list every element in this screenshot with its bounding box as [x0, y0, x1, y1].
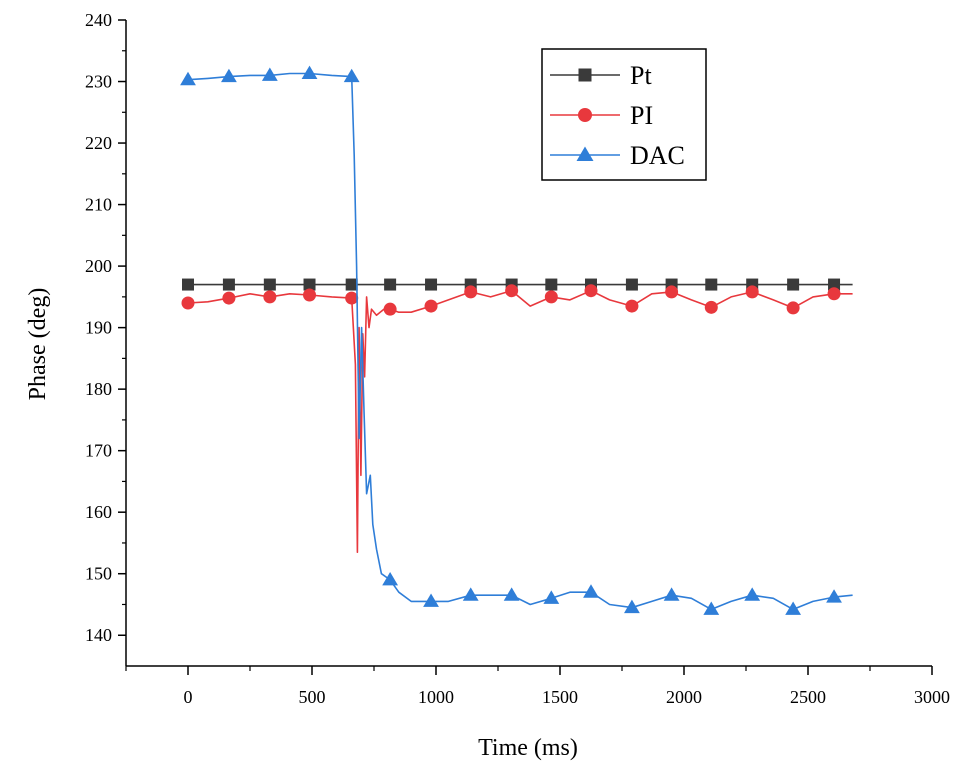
legend-label: PI	[630, 101, 653, 130]
data-point	[745, 285, 759, 299]
data-point	[301, 65, 318, 80]
data-point	[624, 599, 640, 614]
data-point	[222, 278, 235, 291]
data-point	[583, 584, 599, 598]
x-tick-label: 3000	[914, 687, 950, 707]
data-point	[703, 601, 720, 615]
data-point	[343, 68, 360, 83]
data-point	[221, 68, 237, 83]
data-point	[665, 285, 679, 299]
data-point	[544, 290, 558, 304]
data-point	[828, 278, 841, 291]
plot-series	[180, 65, 853, 615]
legend-label: Pt	[630, 61, 652, 90]
data-point	[625, 278, 638, 291]
data-point	[425, 278, 438, 291]
data-point	[263, 290, 277, 304]
data-point	[503, 587, 520, 601]
y-tick-label: 180	[85, 379, 112, 399]
data-point	[303, 278, 316, 291]
legend-marker	[576, 146, 594, 161]
data-point	[423, 593, 439, 607]
x-axis-title: Time (ms)	[478, 735, 578, 761]
data-point	[744, 587, 761, 601]
series-1	[181, 284, 853, 554]
y-tick-label: 170	[85, 441, 112, 461]
x-tick-label: 1000	[418, 687, 454, 707]
data-point	[222, 291, 236, 305]
y-tick-label: 140	[85, 625, 112, 645]
x-tick-label: 0	[184, 687, 193, 707]
data-point	[704, 300, 718, 314]
y-tick-label: 160	[85, 502, 112, 522]
data-point	[303, 288, 317, 302]
y-tick-label: 190	[85, 318, 112, 338]
data-point	[545, 278, 558, 291]
data-point	[382, 571, 399, 586]
data-point	[786, 301, 800, 315]
data-point	[182, 278, 194, 291]
data-point	[505, 284, 519, 298]
data-point	[345, 278, 358, 291]
series-2	[180, 65, 853, 615]
data-point	[787, 278, 800, 291]
data-point	[827, 287, 841, 301]
legend-label: DAC	[630, 141, 685, 170]
data-point	[462, 587, 479, 601]
x-tick-label: 2000	[666, 687, 702, 707]
y-tick-label: 240	[85, 10, 112, 30]
y-axis-title: Phase (deg)	[25, 288, 51, 401]
data-point	[785, 601, 802, 615]
x-tick-label: 2500	[790, 687, 826, 707]
data-point	[263, 278, 276, 291]
y-tick-label: 150	[85, 564, 112, 584]
legend-marker	[578, 108, 592, 122]
y-tick-label: 200	[85, 256, 112, 276]
series-line	[187, 289, 853, 554]
data-point	[625, 299, 639, 313]
data-point	[705, 278, 718, 291]
y-tick-label: 220	[85, 133, 112, 153]
series-line	[187, 72, 853, 611]
data-point	[464, 285, 478, 299]
data-point	[826, 589, 842, 603]
x-tick-label: 500	[299, 687, 326, 707]
data-point	[424, 299, 438, 313]
x-tick-label: 1500	[542, 687, 578, 707]
data-point	[543, 590, 560, 604]
data-point	[181, 296, 195, 310]
data-point	[261, 67, 278, 81]
y-tick-label: 210	[85, 195, 112, 215]
data-point	[180, 71, 196, 86]
data-point	[383, 302, 397, 316]
data-point	[384, 278, 397, 291]
legend: Pt PI DAC	[541, 48, 707, 181]
plot-axes: 140 150 160 170 180 190 200 210 220 230 240 0 500 100…	[85, 10, 950, 707]
data-point	[584, 284, 598, 298]
y-tick-label: 230	[85, 72, 112, 92]
legend-marker	[578, 68, 592, 82]
data-point	[663, 587, 680, 601]
data-point	[345, 291, 359, 305]
